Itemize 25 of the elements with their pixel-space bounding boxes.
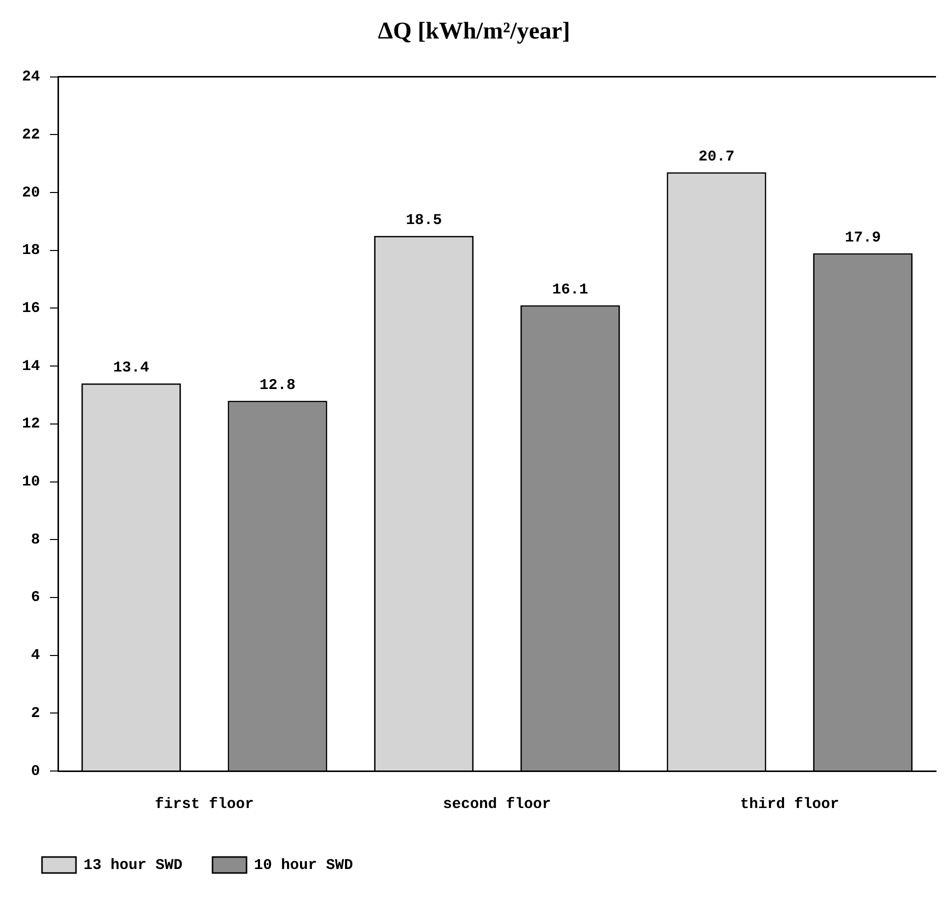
data-label: 13.4 bbox=[113, 360, 150, 377]
y-tick-label: 24 bbox=[22, 68, 40, 86]
y-tick-label: 4 bbox=[30, 647, 40, 664]
y-tick-label: 20 bbox=[22, 184, 40, 202]
x-tick-label: third floor bbox=[740, 796, 840, 813]
data-label: 17.9 bbox=[844, 230, 881, 247]
legend-label: 13 hour SWD bbox=[84, 856, 183, 874]
data-label: 18.5 bbox=[406, 212, 442, 230]
y-tick-label: 22 bbox=[22, 126, 40, 144]
y-tick-label: 10 bbox=[22, 474, 40, 491]
y-tick-label: 16 bbox=[22, 300, 40, 317]
data-label: 20.7 bbox=[698, 148, 735, 166]
y-tick-label: 2 bbox=[30, 704, 40, 722]
chart-title: ΔQ [kWh/m²/year] bbox=[378, 18, 570, 45]
y-tick-label: 12 bbox=[22, 416, 40, 433]
legend-label: 10 hour SWD bbox=[254, 856, 354, 874]
data-label: 16.1 bbox=[552, 282, 588, 299]
y-tick-label: 14 bbox=[22, 358, 40, 375]
y-tick-label: 18 bbox=[22, 242, 40, 260]
y-tick-label: 6 bbox=[30, 589, 40, 606]
data-label: 12.8 bbox=[259, 377, 296, 394]
y-tick-label: 0 bbox=[30, 762, 40, 780]
y-tick-label: 8 bbox=[30, 531, 40, 548]
x-tick-label: second floor bbox=[442, 796, 552, 813]
x-tick-label: first floor bbox=[154, 796, 254, 813]
